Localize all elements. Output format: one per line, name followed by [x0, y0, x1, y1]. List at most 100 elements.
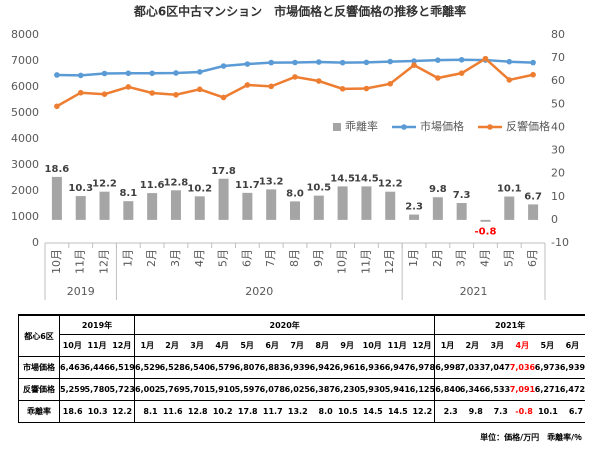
- line: [56, 57, 534, 108]
- bar: [75, 196, 86, 220]
- table-cell: 8.1: [134, 400, 160, 423]
- table-cell: 6,002: [134, 378, 160, 401]
- data-label: 12.8: [164, 177, 189, 188]
- marker: [435, 75, 441, 81]
- table-cell: 6,519: [109, 356, 135, 379]
- table-cell: 8月: [309, 334, 335, 357]
- y-tick-label: 4000: [11, 132, 39, 145]
- bar: [337, 186, 348, 220]
- marker: [268, 59, 274, 66]
- table-cell: 6,446: [84, 356, 110, 379]
- data-label: 8.1: [119, 188, 137, 199]
- marker: [54, 72, 60, 78]
- x-tick-label: 10月: [50, 249, 63, 274]
- marker: [339, 59, 346, 66]
- marker: [77, 72, 84, 79]
- table-row: 反響価格 5,259 5,780 5,723 6,002 5,769 5,701 5,910 5…: [18, 378, 585, 401]
- table-cell: 11月: [384, 334, 410, 357]
- bar: [170, 190, 181, 220]
- legend-label: 反響価格: [506, 119, 550, 133]
- marker: [173, 70, 179, 76]
- y-tick-label: 8000: [11, 28, 39, 41]
- table-cell: 6,978: [409, 356, 435, 379]
- marker: [435, 57, 441, 63]
- data-label: 11.7: [235, 180, 260, 191]
- x-tick-label: 1月: [407, 249, 420, 267]
- x-tick-label: 11月: [74, 249, 87, 274]
- data-label: 14.5: [330, 173, 355, 184]
- table-cell: 6,807: [234, 356, 260, 379]
- table-cell: 10月: [58, 334, 85, 357]
- data-label: 11.6: [140, 180, 165, 191]
- table-row: 乖離率 18.6 10.3 12.2 8.1 11.6 12.8 10.2 17.8 11.7 13…: [18, 400, 585, 423]
- marker: [530, 71, 536, 78]
- bar: [385, 191, 396, 220]
- y-tick-label: 0: [32, 236, 39, 249]
- table-cell: 10.2: [209, 400, 235, 423]
- table-cell: 6,540: [184, 356, 210, 379]
- table-cell: 12.2: [109, 400, 135, 423]
- table-row: 都心6区 2019年 2020年 2021年: [18, 314, 585, 357]
- marker: [244, 61, 251, 67]
- marker: [363, 59, 370, 66]
- y2-tick-label: 40: [551, 120, 565, 133]
- table-cell: 14.5: [359, 400, 385, 423]
- table-cell: 6,346: [459, 378, 485, 401]
- marker: [196, 69, 203, 75]
- table-cell: 12月: [109, 334, 135, 357]
- bar: [123, 201, 134, 220]
- y2-tick-label: -10: [551, 236, 569, 249]
- marker: [411, 58, 417, 64]
- data-label: 12.2: [378, 179, 403, 190]
- y2-tick-label: 30: [551, 144, 565, 157]
- data-label: 6.7: [524, 191, 542, 202]
- table-cell: 7月: [284, 334, 310, 357]
- table-cell: 6,579: [209, 356, 235, 379]
- table-cell: 3月: [484, 334, 510, 357]
- table-cell: 7,047: [484, 356, 510, 379]
- marker: [458, 56, 465, 63]
- data-label: 8.0: [286, 188, 304, 199]
- table-cell: 14.5: [384, 400, 410, 423]
- legend-swatch: [487, 124, 493, 130]
- data-label: 12.2: [92, 179, 117, 190]
- table-cell: 6,840: [434, 378, 461, 401]
- chart-title: 都心6区中古マンション 市場価格と反響価格の推移と乖離率: [133, 4, 466, 19]
- table-cell: 2月: [459, 334, 485, 357]
- year-label: 2021: [460, 285, 488, 298]
- marker: [125, 84, 132, 90]
- table-cell: 4月: [509, 334, 535, 357]
- marker: [149, 90, 155, 96]
- x-tick-label: 7月: [264, 249, 277, 267]
- marker: [316, 78, 322, 84]
- y-tick-label: 1000: [11, 210, 39, 223]
- bar: [99, 191, 110, 220]
- marker: [292, 59, 298, 66]
- table-cell: 5,780: [84, 378, 110, 401]
- data-label: 10.2: [187, 183, 212, 194]
- table-cell: 6,942: [309, 356, 335, 379]
- table-cell: 8.0: [309, 400, 335, 423]
- table-cell: 2021年: [434, 314, 585, 335]
- bar: [361, 186, 372, 220]
- y-tick-label: 5000: [11, 106, 39, 119]
- marker: [101, 91, 108, 98]
- data-label: 10.3: [68, 183, 93, 194]
- table-cell: 6,973: [534, 356, 560, 379]
- data-label: 10.5: [306, 183, 331, 194]
- bar: [266, 189, 277, 220]
- marker: [316, 59, 322, 65]
- data-label: 17.8: [211, 166, 236, 177]
- y2-tick-label: 70: [551, 51, 565, 64]
- x-tick-label: 5月: [502, 249, 515, 267]
- y2-tick-label: 20: [551, 167, 565, 180]
- table-cell: 6,961: [334, 356, 360, 379]
- table-cell: 4月: [209, 334, 235, 357]
- table-cell: 5,769: [159, 378, 185, 401]
- table-cell: 5,910: [209, 378, 235, 401]
- bar: [51, 176, 62, 220]
- marker: [54, 103, 60, 110]
- table-cell: 6,463: [58, 356, 85, 379]
- data-table: 都心6区 2019年 2020年 2021年 10月 11月 12月 1月 2月 3月 4月 5月 6月…: [18, 314, 585, 423]
